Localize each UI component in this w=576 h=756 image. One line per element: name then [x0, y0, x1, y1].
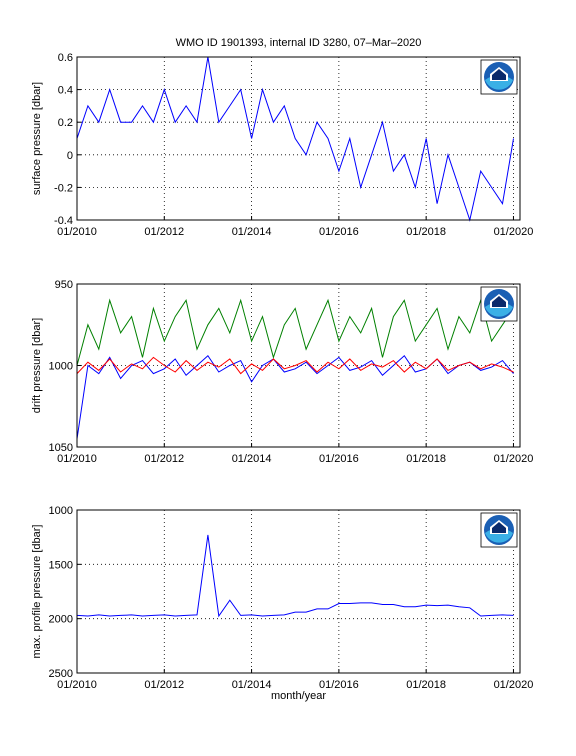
plot-area: [77, 284, 520, 447]
x-tick-label: 01/2014: [232, 679, 272, 691]
x-tick-label: 01/2016: [319, 453, 359, 465]
y-tick-label: 0.6: [58, 52, 73, 64]
data-line: [76, 298, 514, 366]
y-axis-label: max. profile pressure [dbar]: [31, 525, 43, 659]
x-tick-label: 01/2018: [406, 679, 446, 691]
plot-frame: [76, 56, 521, 221]
x-tick-label: 01/2018: [406, 453, 446, 465]
y-tick-label: 2500: [49, 668, 73, 680]
y-axis-label: surface pressure [dbar]: [31, 82, 43, 195]
y-tick-label: 1000: [49, 361, 73, 373]
x-tick-label: 01/2016: [319, 679, 359, 691]
plot-area: [77, 510, 520, 673]
y-tick-label: 950: [55, 279, 73, 291]
noaa-logo: [480, 286, 518, 322]
chart-title: WMO ID 1901393, internal ID 3280, 07–Mar…: [176, 37, 422, 49]
y-tick-label: 2000: [49, 614, 73, 626]
noaa-logo: [480, 59, 518, 95]
x-tick-label: 01/2016: [319, 226, 359, 238]
x-tick-label: 01/2020: [494, 226, 534, 238]
x-tick-label: 01/2012: [144, 226, 184, 238]
y-tick-label: 1500: [49, 559, 73, 571]
x-tick-label: 01/2010: [57, 453, 97, 465]
x-tick-label: 01/2012: [144, 679, 184, 691]
noaa-logo: [480, 512, 518, 548]
y-tick-label: 0.4: [58, 85, 73, 97]
y-tick-label: -0.2: [54, 182, 73, 194]
x-axis-label: month/year: [271, 690, 326, 702]
data-line: [76, 534, 514, 618]
plot-frame: [76, 509, 521, 674]
data-line: [76, 356, 514, 375]
x-tick-label: 01/2018: [406, 226, 446, 238]
y-axis-label: drift pressure [dbar]: [31, 318, 43, 413]
data-line: [76, 56, 514, 222]
y-tick-label: -0.4: [54, 215, 73, 227]
data-line: [76, 354, 514, 439]
plot-frame: [76, 283, 521, 448]
x-tick-label: 01/2020: [494, 453, 534, 465]
x-tick-label: 01/2010: [57, 679, 97, 691]
plot-area: [77, 57, 520, 220]
x-tick-label: 01/2010: [57, 226, 97, 238]
x-tick-label: 01/2012: [144, 453, 184, 465]
x-tick-label: 01/2014: [232, 453, 272, 465]
y-tick-label: 0.2: [58, 117, 73, 129]
x-tick-label: 01/2020: [494, 679, 534, 691]
y-tick-label: 1000: [49, 505, 73, 517]
y-tick-label: 1050: [49, 442, 73, 454]
y-tick-label: 0: [67, 150, 73, 162]
x-tick-label: 01/2014: [232, 226, 272, 238]
